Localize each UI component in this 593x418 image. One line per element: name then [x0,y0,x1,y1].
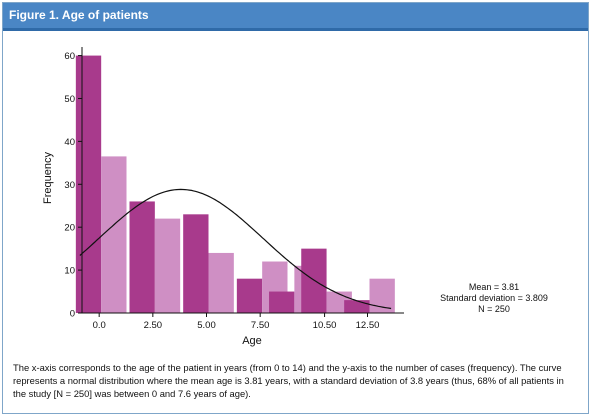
bar-light [101,156,127,313]
normal-curve [79,188,392,310]
y-tick-label: 10 [64,266,75,277]
x-tick-label: 2.50 [144,320,163,331]
bar-dark [183,214,209,313]
bar-light [208,252,234,313]
bar-light [369,278,395,313]
bars-group [75,55,395,313]
x-tick-label: 0.0 [93,320,106,331]
y-tick-label: 0 [70,309,75,320]
figure-title: Figure 1. Age of patients [3,3,588,28]
stat-sd: Standard deviation = 3.809 [440,293,548,303]
y-tick-label: 50 [64,94,75,105]
title-divider [3,28,588,31]
y-tick-label: 20 [64,223,75,234]
x-tick-label: 12.50 [356,320,380,331]
bar-dark [269,291,295,313]
x-tick-label: 10.50 [313,320,337,331]
y-tick-label: 30 [64,180,75,191]
bar-dark [236,278,263,313]
stat-n: N = 250 [478,304,510,314]
bar-dark [301,248,327,313]
x-tick-label: 5.00 [197,320,216,331]
stat-mean: Mean = 3.81 [469,282,519,292]
bar-light [154,218,181,313]
bar-dark [344,300,370,313]
axes-group: 0 10 20 30 40 50 60 0.0 2.50 5.00 7.50 10.50 12.50 [64,47,404,331]
x-axis-label: Age [242,335,262,347]
x-tick-label: 7.50 [251,320,270,331]
y-axis-label: Frequency [42,152,54,204]
bar-dark [129,201,155,313]
y-tick-label: 60 [64,51,75,62]
figure-caption: The x-axis corresponds to the age of the… [13,362,564,399]
y-tick-label: 40 [64,137,75,148]
